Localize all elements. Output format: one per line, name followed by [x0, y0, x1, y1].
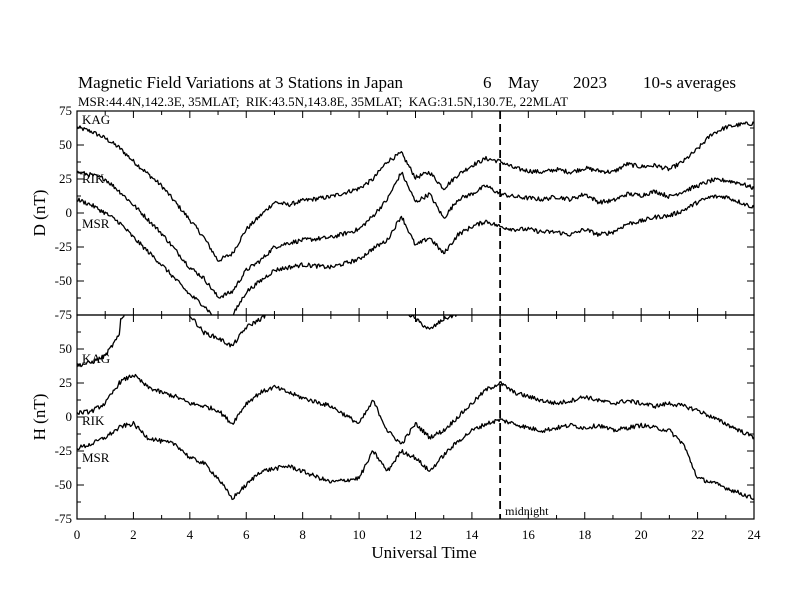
y-tick-label-d: -50	[55, 273, 72, 288]
x-tick-label: 16	[522, 527, 536, 542]
panels-group: 75 50 25 0 -25 -50 -75 D (nT) KAG RIK MSR 50 25 0 -25 -…	[30, 103, 761, 542]
panel-frame-h	[76, 314, 755, 520]
y-tick-label-h: -75	[55, 511, 72, 526]
x-tick-label: 24	[748, 527, 762, 542]
series-label-d-rik: RIK	[82, 171, 105, 186]
x-axis-label: Universal Time	[371, 543, 476, 562]
x-tick-label: 6	[243, 527, 250, 542]
date-day: 6	[483, 73, 492, 92]
stations-subtitle: MSR:44.4N,142.3E, 35MLAT; RIK:43.5N,143.…	[78, 94, 568, 109]
y-tick-label-h: 0	[66, 409, 73, 424]
midnight-label: midnight	[505, 504, 549, 518]
series-line-h-rik	[77, 373, 754, 445]
series-line-d-kag	[77, 121, 754, 262]
series-label-h-rik: RIK	[82, 413, 105, 428]
x-tick-label: 0	[74, 527, 81, 542]
chart-title: Magnetic Field Variations at 3 Stations …	[78, 73, 404, 92]
series-line-d-msr	[77, 194, 754, 315]
y-tick-label-d: 0	[66, 205, 73, 220]
series-label-d-kag: KAG	[82, 112, 110, 127]
x-tick-label: 8	[299, 527, 306, 542]
x-tick-label: 22	[691, 527, 704, 542]
y-axis-label-d: D (nT)	[30, 190, 49, 237]
x-tick-label: 14	[465, 527, 479, 542]
y-tick-label-d: -25	[55, 239, 72, 254]
y-tick-label-h: 25	[59, 375, 72, 390]
y-tick-label-d: 50	[59, 137, 72, 152]
y-tick-label-h: -50	[55, 477, 72, 492]
date-year: 2023	[573, 73, 607, 92]
panel-frame-d	[76, 110, 755, 316]
date-month: May	[508, 73, 540, 92]
x-tick-label: 10	[353, 527, 366, 542]
averaging-note: 10-s averages	[643, 73, 736, 92]
series-line-d-rik	[77, 170, 754, 299]
y-tick-label-d: 75	[59, 103, 72, 118]
y-tick-label-h: 50	[59, 341, 72, 356]
x-tick-label: 18	[578, 527, 591, 542]
x-tick-label: 2	[130, 527, 137, 542]
y-tick-label-d: 25	[59, 171, 72, 186]
y-tick-label-d: -75	[55, 307, 72, 322]
x-tick-label: 12	[409, 527, 422, 542]
series-label-d-msr: MSR	[82, 216, 110, 231]
series-line-h-msr	[77, 418, 754, 501]
y-axis-label-h: H (nT)	[30, 394, 49, 441]
x-tick-label: 20	[635, 527, 648, 542]
y-tick-label-h: -25	[55, 443, 72, 458]
x-tick-label: 4	[187, 527, 194, 542]
series-label-h-kag: KAG	[82, 351, 110, 366]
series-label-h-msr: MSR	[82, 450, 110, 465]
series-line-h-kag	[77, 315, 457, 368]
